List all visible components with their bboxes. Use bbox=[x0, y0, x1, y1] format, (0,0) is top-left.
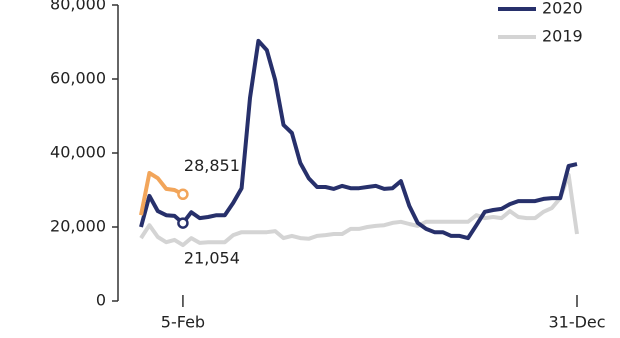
x-tick-label: 31-Dec bbox=[548, 313, 605, 332]
value-label: 28,851 bbox=[184, 156, 240, 175]
legend-label: 2020 bbox=[542, 0, 583, 18]
series-line bbox=[139, 171, 184, 216]
point-marker bbox=[177, 188, 189, 201]
series-line bbox=[139, 172, 579, 248]
y-tick-label: 60,000 bbox=[50, 69, 106, 88]
y-tick-label: 80,000 bbox=[50, 0, 106, 14]
value-label: 21,054 bbox=[184, 249, 240, 268]
legend-label: 2019 bbox=[542, 27, 583, 46]
series-line bbox=[139, 38, 578, 241]
y-tick-label: 40,000 bbox=[50, 143, 106, 162]
x-tick-label: 5-Feb bbox=[161, 313, 205, 332]
point-marker bbox=[177, 217, 189, 229]
y-tick-label: 20,000 bbox=[50, 217, 106, 236]
y-tick-label: 0 bbox=[96, 291, 106, 310]
